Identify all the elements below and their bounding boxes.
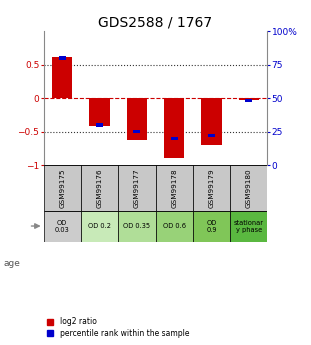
- Bar: [118, 165, 156, 210]
- Bar: [230, 210, 267, 241]
- Text: GSM99179: GSM99179: [208, 168, 215, 208]
- Legend: log2 ratio, percentile rank within the sample: log2 ratio, percentile rank within the s…: [47, 317, 189, 338]
- Bar: [164, 98, 184, 158]
- Bar: [118, 210, 156, 241]
- Text: GSM99178: GSM99178: [171, 168, 177, 208]
- Text: stationar
y phase: stationar y phase: [234, 219, 264, 233]
- Text: OD 0.6: OD 0.6: [163, 223, 186, 229]
- Bar: [245, 99, 253, 102]
- Text: GSM99176: GSM99176: [96, 168, 103, 208]
- Text: GSM99177: GSM99177: [134, 168, 140, 208]
- Text: OD 0.35: OD 0.35: [123, 223, 151, 229]
- Bar: [239, 98, 259, 100]
- Bar: [58, 56, 66, 60]
- Text: GSM99175: GSM99175: [59, 168, 65, 208]
- Bar: [81, 210, 118, 241]
- Bar: [44, 165, 81, 210]
- Text: OD
0.9: OD 0.9: [206, 219, 217, 233]
- Text: OD 0.2: OD 0.2: [88, 223, 111, 229]
- Bar: [156, 165, 193, 210]
- Bar: [193, 165, 230, 210]
- Title: GDS2588 / 1767: GDS2588 / 1767: [99, 16, 212, 30]
- Bar: [170, 137, 178, 140]
- Bar: [230, 165, 267, 210]
- Bar: [89, 98, 110, 126]
- Bar: [44, 210, 81, 241]
- Text: age: age: [3, 259, 20, 268]
- Bar: [133, 130, 141, 133]
- Bar: [52, 57, 72, 98]
- Bar: [193, 210, 230, 241]
- Text: OD
0.03: OD 0.03: [55, 219, 70, 233]
- Bar: [208, 134, 215, 137]
- Bar: [96, 123, 103, 127]
- Text: GSM99180: GSM99180: [246, 168, 252, 208]
- Bar: [81, 165, 118, 210]
- Bar: [156, 210, 193, 241]
- Bar: [201, 98, 222, 145]
- Bar: [127, 98, 147, 140]
